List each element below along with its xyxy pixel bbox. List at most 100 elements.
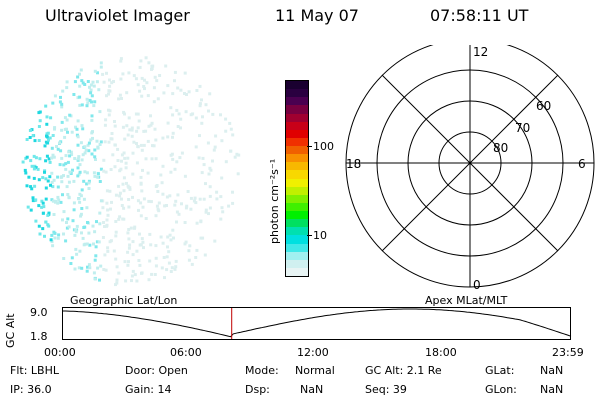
aurora-pixel — [198, 102, 202, 106]
aurora-pixel — [81, 127, 85, 131]
aurora-pixel — [50, 233, 54, 237]
aurora-pixel — [47, 224, 51, 228]
aurora-pixel — [163, 276, 166, 280]
aurora-pixel — [65, 226, 69, 230]
aurora-pixel — [146, 171, 150, 175]
aurora-pixel — [56, 236, 60, 240]
aurora-pixel — [133, 273, 137, 277]
aurora-pixel — [150, 67, 153, 71]
aurora-pixel — [147, 61, 151, 65]
aurora-pixel — [31, 199, 35, 203]
aurora-pixel — [120, 159, 123, 163]
aurora-pixel — [135, 279, 139, 283]
aurora-pixel — [99, 61, 103, 65]
aurora-pixel — [53, 231, 57, 235]
aurora-pixel — [142, 246, 145, 250]
aurora-pixel — [67, 225, 71, 229]
aurora-pixel — [194, 145, 198, 149]
aurora-pixel — [78, 103, 82, 107]
aurora-pixel — [183, 221, 187, 224]
aurora-pixel — [92, 104, 96, 108]
aurora-pixel — [179, 117, 183, 121]
aurora-pixel — [48, 136, 52, 140]
colorbar-tick-10: 10 — [313, 229, 327, 242]
aurora-pixel — [50, 240, 54, 244]
aurora-pixel — [211, 159, 214, 163]
aurora-pixel — [131, 240, 135, 244]
aurora-pixel — [140, 94, 144, 98]
aurora-pixel — [75, 127, 79, 131]
aurora-pixel — [120, 97, 123, 100]
aurora-pixel — [58, 163, 62, 167]
aurora-pixel — [61, 193, 64, 197]
aurora-pixel — [141, 205, 145, 209]
aurora-pixel — [117, 184, 121, 188]
aurora-pixel — [154, 138, 158, 142]
aurora-pixel — [56, 185, 60, 189]
aurora-pixel — [116, 147, 120, 151]
seq-info: Seq: 39 — [365, 383, 407, 396]
aurora-pixel — [190, 262, 194, 266]
aurora-pixel — [153, 127, 157, 131]
aurora-pixel — [131, 195, 134, 199]
aurora-pixel — [106, 249, 110, 253]
aurora-pixel — [133, 225, 137, 229]
aurora-pixel — [83, 145, 87, 149]
aurora-pixel — [114, 283, 117, 287]
aurora-pixel — [44, 220, 48, 224]
aurora-pixel — [76, 135, 80, 139]
aurora-pixel — [64, 167, 68, 171]
aurora-pixel — [175, 210, 179, 214]
aurora-pixel — [198, 104, 202, 108]
aurora-pixel — [125, 181, 128, 185]
aurora-pixel — [114, 230, 118, 234]
aurora-pixel — [45, 122, 49, 126]
aurora-pixel — [105, 94, 108, 98]
aurora-pixel — [89, 88, 93, 92]
aurora-pixel — [180, 151, 184, 155]
aurora-pixel — [179, 88, 183, 92]
aurora-pixel — [50, 171, 54, 175]
aurora-pixel — [76, 174, 80, 178]
aurora-pixel — [154, 157, 158, 161]
aurora-pixel — [57, 198, 61, 202]
aurora-pixel — [74, 228, 78, 232]
colorbar-segment — [286, 251, 308, 260]
aurora-pixel — [70, 130, 74, 134]
aurora-pixel — [59, 95, 62, 99]
aurora-pixel — [214, 134, 218, 138]
aurora-pixel — [105, 189, 109, 193]
aurora-pixel — [92, 171, 96, 175]
aurora-pixel — [152, 100, 156, 104]
aurora-pixel — [25, 184, 29, 188]
aurora-pixel — [81, 81, 85, 85]
aurora-pixel — [80, 103, 84, 107]
aurora-pixel — [166, 84, 170, 88]
aurora-pixel — [169, 238, 173, 242]
aurora-pixel — [98, 211, 102, 215]
aurora-pixel — [166, 235, 170, 239]
aurora-pixel — [139, 214, 143, 218]
aurora-pixel — [48, 175, 52, 179]
aurora-pixel — [42, 205, 46, 209]
aurora-pixel — [173, 267, 177, 271]
aurora-pixel — [131, 253, 135, 257]
aurora-pixel — [118, 215, 122, 219]
aurora-pixel — [207, 109, 210, 113]
aurora-pixel — [211, 112, 215, 116]
aurora-pixel — [224, 129, 228, 133]
aurora-pixel — [119, 57, 123, 61]
aurora-pixel — [81, 236, 85, 240]
aurora-pixel — [144, 56, 148, 60]
aurora-pixel — [113, 143, 117, 147]
aurora-pixel — [93, 148, 97, 152]
aurora-pixel — [179, 126, 182, 130]
aurora-pixel — [101, 206, 105, 210]
aurora-pixel — [114, 193, 118, 197]
aurora-pixel — [95, 220, 98, 224]
aurora-pixel — [82, 226, 86, 229]
aurora-pixel — [119, 77, 123, 81]
aurora-pixel — [30, 187, 34, 191]
aurora-pixel — [59, 175, 63, 179]
timeline-ytick-bottom: 1.8 — [30, 330, 48, 343]
